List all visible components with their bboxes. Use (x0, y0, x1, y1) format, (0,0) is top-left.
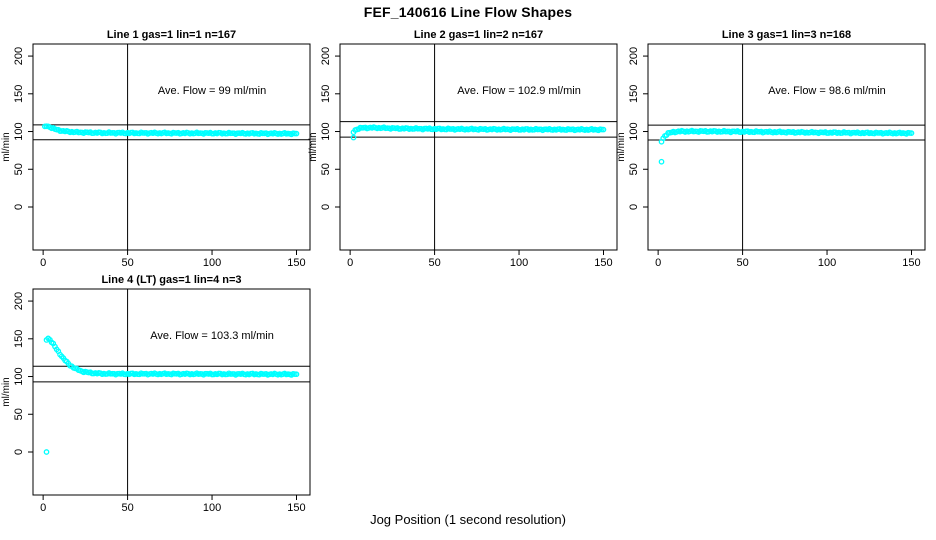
x-tick-label: 150 (594, 257, 612, 269)
y-tick-label: 100 (13, 367, 25, 385)
plot-box (32, 288, 311, 496)
y-axis-title: ml/min (1, 132, 12, 161)
y-tick-label: 100 (13, 122, 25, 140)
x-tick-label: 0 (347, 257, 353, 269)
y-tick-label: 50 (13, 408, 25, 420)
y-tick-label: 200 (320, 47, 332, 65)
panel-title: Line 2 gas=1 lin=2 n=167 (414, 29, 543, 41)
y-tick-label: 150 (13, 85, 25, 103)
x-tick-label: 50 (428, 257, 440, 269)
data-series (41, 123, 300, 138)
y-tick-label: 50 (628, 163, 640, 175)
x-tick-label: 0 (40, 257, 46, 269)
ave-flow-annotation: Ave. Flow = 98.6 ml/min (768, 85, 885, 97)
panel-2: 0 50 100 150 0 50 100 150 200 ml/min Line 2 gas=1 … (308, 29, 618, 269)
y-tick-label: 200 (13, 292, 25, 310)
y-axis-title: ml/min (616, 132, 627, 161)
x-tick-label: 0 (655, 257, 661, 269)
panel-3: 0 50 100 150 0 50 100 150 200 ml/min Line 3 gas=1 … (616, 29, 926, 269)
x-tick-label: 100 (818, 257, 836, 269)
y-tick-label: 50 (320, 163, 332, 175)
y-tick-label: 150 (320, 85, 332, 103)
y-tick-label: 100 (320, 122, 332, 140)
panel-title: Line 4 (LT) gas=1 lin=4 n=3 (101, 274, 241, 286)
ave-flow-annotation: Ave. Flow = 99 ml/min (158, 85, 266, 97)
x-tick-label: 100 (510, 257, 528, 269)
x-tick-label: 150 (287, 502, 305, 514)
y-axis-title: ml/min (1, 377, 12, 406)
x-tick-label: 50 (736, 257, 748, 269)
y-tick-label: 0 (13, 204, 25, 210)
plot-box (32, 43, 311, 251)
y-tick-label: 200 (13, 47, 25, 65)
data-series (658, 127, 915, 165)
data-series (350, 124, 607, 141)
x-tick-label: 100 (203, 502, 221, 514)
data-series (43, 335, 300, 455)
x-tick-label: 150 (287, 257, 305, 269)
x-tick-label: 0 (40, 502, 46, 514)
x-tick-label: 150 (902, 257, 920, 269)
y-tick-label: 200 (628, 47, 640, 65)
y-tick-label: 150 (13, 330, 25, 348)
y-tick-label: 100 (628, 122, 640, 140)
y-tick-label: 0 (13, 449, 25, 455)
panel-4: 0 50 100 150 0 50 100 150 200 ml/min Line 4 (LT) g… (1, 274, 311, 514)
x-axis-label: Jog Position (1 second resolution) (370, 512, 566, 527)
y-tick-label: 150 (628, 85, 640, 103)
panel-title: Line 1 gas=1 lin=1 n=167 (107, 29, 236, 41)
main-title: FEF_140616 Line Flow Shapes (363, 4, 573, 20)
y-tick-label: 0 (628, 204, 640, 210)
plot-box (339, 43, 618, 251)
ave-flow-annotation: Ave. Flow = 103.3 ml/min (150, 330, 274, 342)
ave-flow-annotation: Ave. Flow = 102.9 ml/min (457, 85, 581, 97)
plot-box (647, 43, 926, 251)
y-tick-label: 0 (320, 204, 332, 210)
y-tick-label: 50 (13, 163, 25, 175)
panel-title: Line 3 gas=1 lin=3 n=168 (722, 29, 851, 41)
x-tick-label: 50 (121, 502, 133, 514)
x-tick-label: 50 (121, 257, 133, 269)
y-axis-title: ml/min (308, 132, 319, 161)
panel-1: 0 50 100 150 0 50 100 150 200 ml/min Line 1 gas=1 … (1, 29, 311, 269)
x-tick-label: 100 (203, 257, 221, 269)
